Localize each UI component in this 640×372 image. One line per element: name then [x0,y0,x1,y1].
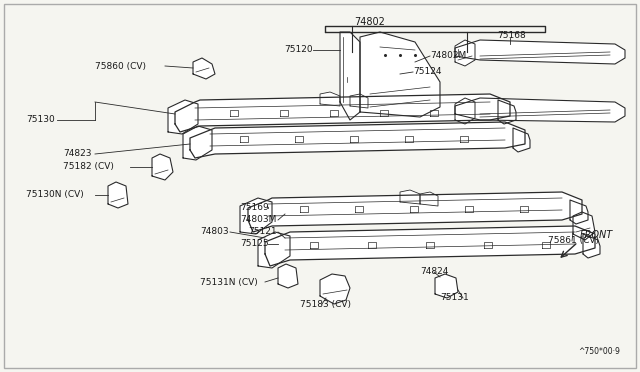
Text: 74823: 74823 [63,150,92,158]
Polygon shape [168,100,198,134]
Polygon shape [513,128,530,152]
Text: 75860 (CV): 75860 (CV) [95,61,146,71]
Text: 74803: 74803 [200,228,228,237]
Text: 75168: 75168 [497,32,525,41]
Polygon shape [573,212,595,240]
Text: 75130N (CV): 75130N (CV) [26,190,84,199]
Polygon shape [265,226,595,266]
Polygon shape [360,32,440,117]
Polygon shape [420,192,438,206]
Polygon shape [340,32,360,120]
Polygon shape [320,274,350,304]
Text: ^750*00·9: ^750*00·9 [578,347,620,356]
Polygon shape [455,40,625,64]
Polygon shape [240,198,272,234]
Polygon shape [455,98,625,122]
Text: 75183 (CV): 75183 (CV) [300,299,351,308]
Polygon shape [152,154,173,180]
Polygon shape [258,232,290,268]
Text: 75130: 75130 [26,115,55,125]
Polygon shape [498,100,516,124]
Polygon shape [190,122,525,158]
Polygon shape [455,40,475,66]
Text: 75131: 75131 [440,294,468,302]
Text: 75861 (CV): 75861 (CV) [548,237,599,246]
Polygon shape [193,58,215,79]
Text: 74803M: 74803M [240,215,276,224]
Polygon shape [400,190,420,204]
Polygon shape [455,98,475,124]
Text: 75124: 75124 [413,67,442,77]
Polygon shape [435,274,458,298]
Polygon shape [183,126,212,160]
Polygon shape [320,92,340,106]
Text: 74824: 74824 [420,267,449,276]
Text: 75131N (CV): 75131N (CV) [200,278,258,286]
Text: 75120: 75120 [284,45,313,55]
Text: FRONT: FRONT [580,230,613,240]
Polygon shape [278,264,298,288]
Polygon shape [350,94,368,108]
Text: 75182 (CV): 75182 (CV) [63,163,114,171]
Text: 75125: 75125 [240,240,269,248]
Polygon shape [583,234,600,258]
Text: 75169: 75169 [240,203,269,212]
Polygon shape [175,94,510,132]
Text: 74802M: 74802M [430,51,467,61]
Polygon shape [570,200,588,224]
Text: 74802: 74802 [355,17,385,27]
Polygon shape [248,192,582,232]
Text: 75121: 75121 [248,228,276,237]
Polygon shape [108,182,128,208]
